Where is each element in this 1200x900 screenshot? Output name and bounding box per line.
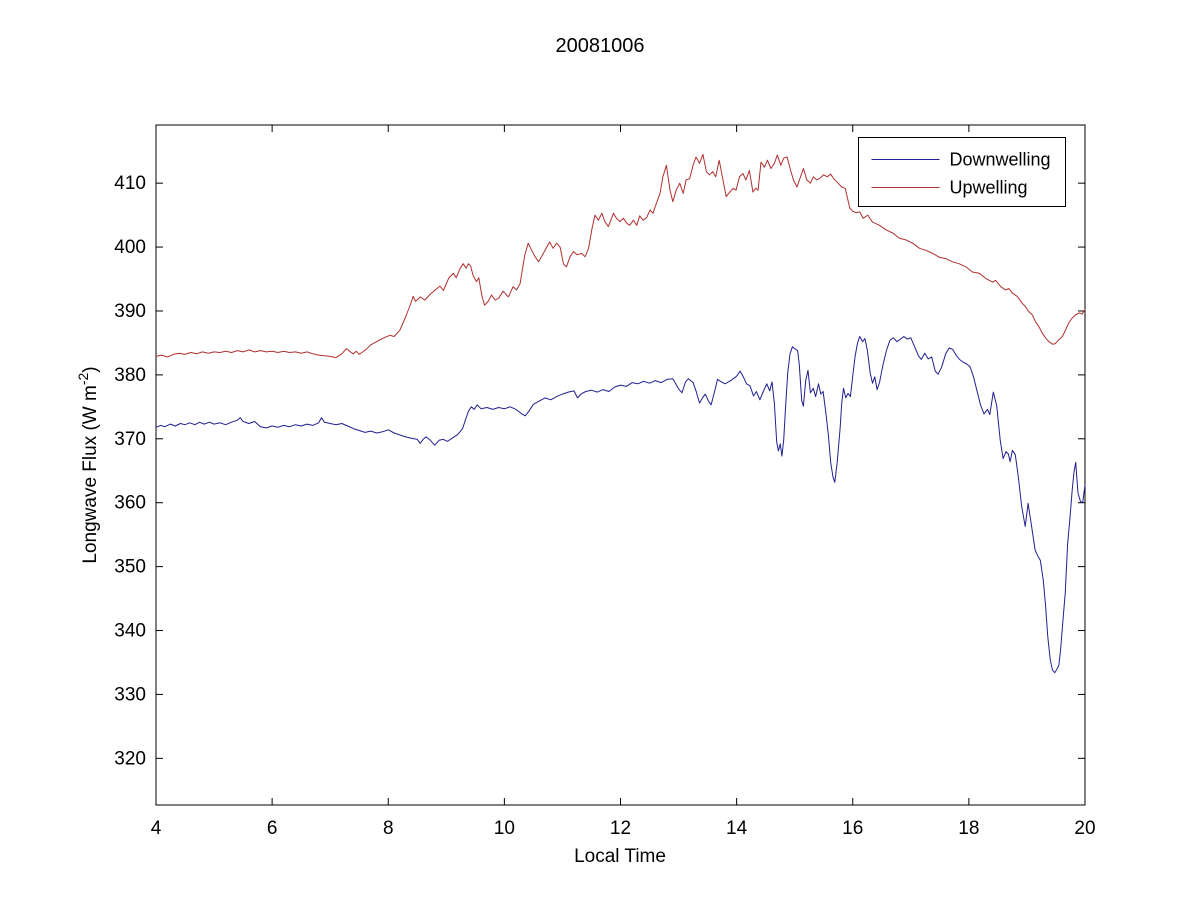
legend-box xyxy=(858,137,1066,207)
y-tick-label: 370 xyxy=(114,429,146,450)
y-tick-label: 340 xyxy=(114,621,146,642)
y-tick-labels: 320 330 340 350 360 370 380 390 400 410 xyxy=(114,173,146,769)
y-tick-label: 320 xyxy=(114,748,146,769)
x-tick-label: 20 xyxy=(1074,818,1095,839)
x-tick-label: 12 xyxy=(610,818,631,839)
axis-ticks xyxy=(155,125,1086,805)
upwelling-line xyxy=(155,153,1086,359)
x-tick-labels: 4 6 8 10 12 14 16 18 20 xyxy=(151,818,1096,839)
x-tick-label: 16 xyxy=(842,818,863,839)
plot-area xyxy=(155,124,1086,806)
y-tick-label: 390 xyxy=(114,301,146,322)
legend-label: Downwelling xyxy=(950,150,1051,170)
x-tick-label: 10 xyxy=(494,818,515,839)
chart-title: 20081006 xyxy=(556,35,645,57)
y-tick-label: 330 xyxy=(114,684,146,705)
x-tick-label: 6 xyxy=(267,818,278,839)
x-tick-label: 4 xyxy=(151,818,162,839)
legend: Downwelling Upwelling xyxy=(858,137,1066,207)
legend-label: Upwelling xyxy=(950,178,1028,198)
x-tick-label: 14 xyxy=(726,818,748,839)
downwelling-line xyxy=(155,336,1086,674)
y-tick-label: 410 xyxy=(114,173,146,194)
y-tick-label: 400 xyxy=(114,237,146,258)
x-tick-label: 8 xyxy=(383,818,394,839)
y-axis-label: Longwave Flux (W m-2) xyxy=(75,366,101,563)
y-tick-label: 360 xyxy=(114,493,146,514)
data-series xyxy=(155,153,1086,674)
y-tick-label: 380 xyxy=(114,365,146,386)
x-tick-label: 18 xyxy=(958,818,979,839)
x-axis-label: Local Time xyxy=(574,846,666,867)
y-tick-label: 350 xyxy=(114,557,146,578)
